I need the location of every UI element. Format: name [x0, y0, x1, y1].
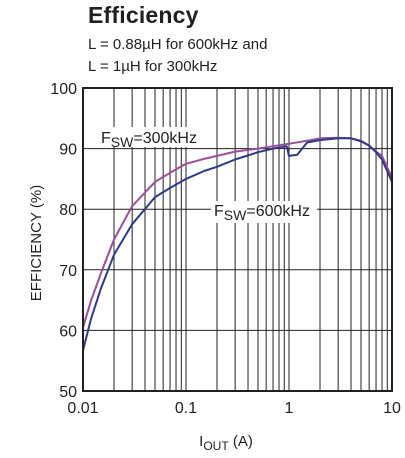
x-tick-label: 0.01 — [67, 400, 98, 417]
x-tick-label: 10 — [383, 400, 401, 417]
curve-layer — [82, 136, 393, 352]
y-tick-label: 100 — [50, 81, 77, 98]
tick-layer: 0.01 0.1 1 10 50 60 70 80 90 100 — [50, 81, 401, 417]
label-600khz-background — [211, 201, 317, 223]
series-label-300khz: FSW=300kHz — [101, 130, 197, 150]
chart-subtitle-line-2: L = 1µH for 300kHz — [88, 58, 218, 75]
label-300khz-background — [98, 127, 216, 147]
y-tick-label: 90 — [59, 142, 77, 159]
chart-title: Efficiency — [88, 2, 199, 28]
plot-frame — [82, 87, 393, 392]
series-line-300khz — [82, 136, 393, 329]
y-axis-label: EFFICIENCY (%) — [28, 185, 45, 301]
x-tick-label: 1 — [285, 400, 294, 417]
x-tick-label: 0.1 — [175, 400, 197, 417]
series-label-600khz: FSW=600kHz — [214, 203, 310, 223]
y-tick-label: 80 — [59, 202, 77, 219]
series-line-600khz — [82, 137, 393, 352]
x-axis-label: IOUT (A) — [199, 433, 253, 453]
y-tick-label: 70 — [59, 263, 77, 280]
y-tick-label: 60 — [59, 323, 77, 340]
chart-subtitle-line-1: L = 0.88µH for 600kHz and — [88, 36, 268, 53]
y-tick-label: 50 — [59, 384, 77, 401]
